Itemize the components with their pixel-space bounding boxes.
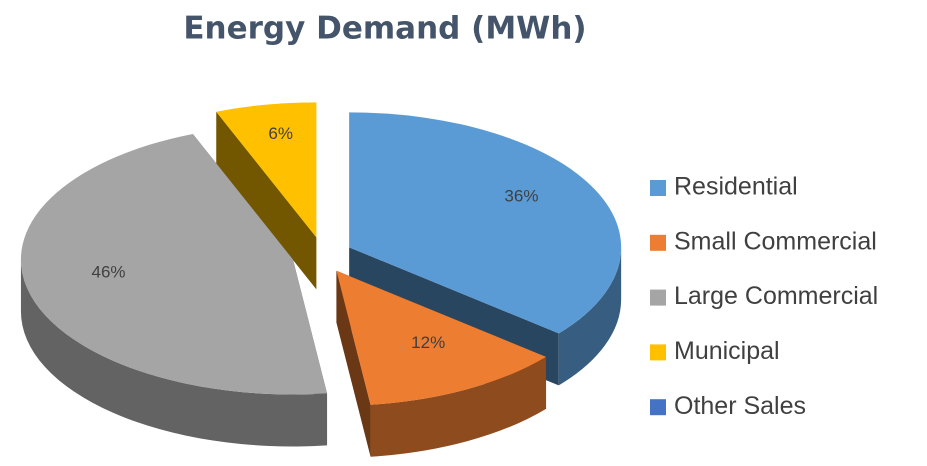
legend-swatch (650, 344, 666, 361)
legend-label: Large Commercial (674, 282, 878, 310)
slice-wall (370, 356, 547, 457)
legend-swatch (650, 399, 666, 416)
legend-swatch (650, 234, 666, 251)
slice (20, 133, 328, 447)
legend-label: Other Sales (674, 392, 806, 420)
slice-side (216, 111, 317, 290)
legend-swatch (650, 180, 666, 196)
slice (336, 270, 547, 457)
slice-top (336, 270, 547, 405)
slice (216, 102, 317, 290)
legend-label: Small Commercial (674, 227, 877, 255)
slice-top (20, 133, 328, 395)
slice-side (336, 270, 371, 457)
slice-wall (558, 247, 622, 386)
slice-wall (20, 259, 328, 447)
data-label: 46% (92, 262, 126, 281)
data-label: 36% (504, 187, 538, 206)
legend-label: Residential (674, 173, 798, 201)
chart-title: Energy Demand (MWh) (183, 11, 586, 47)
data-label: 12% (411, 333, 445, 352)
legend-swatch (650, 289, 666, 306)
slice-top (216, 102, 317, 238)
data-label: 6% (268, 124, 293, 143)
slice-top (349, 112, 622, 334)
legend-label: Municipal (674, 337, 780, 365)
